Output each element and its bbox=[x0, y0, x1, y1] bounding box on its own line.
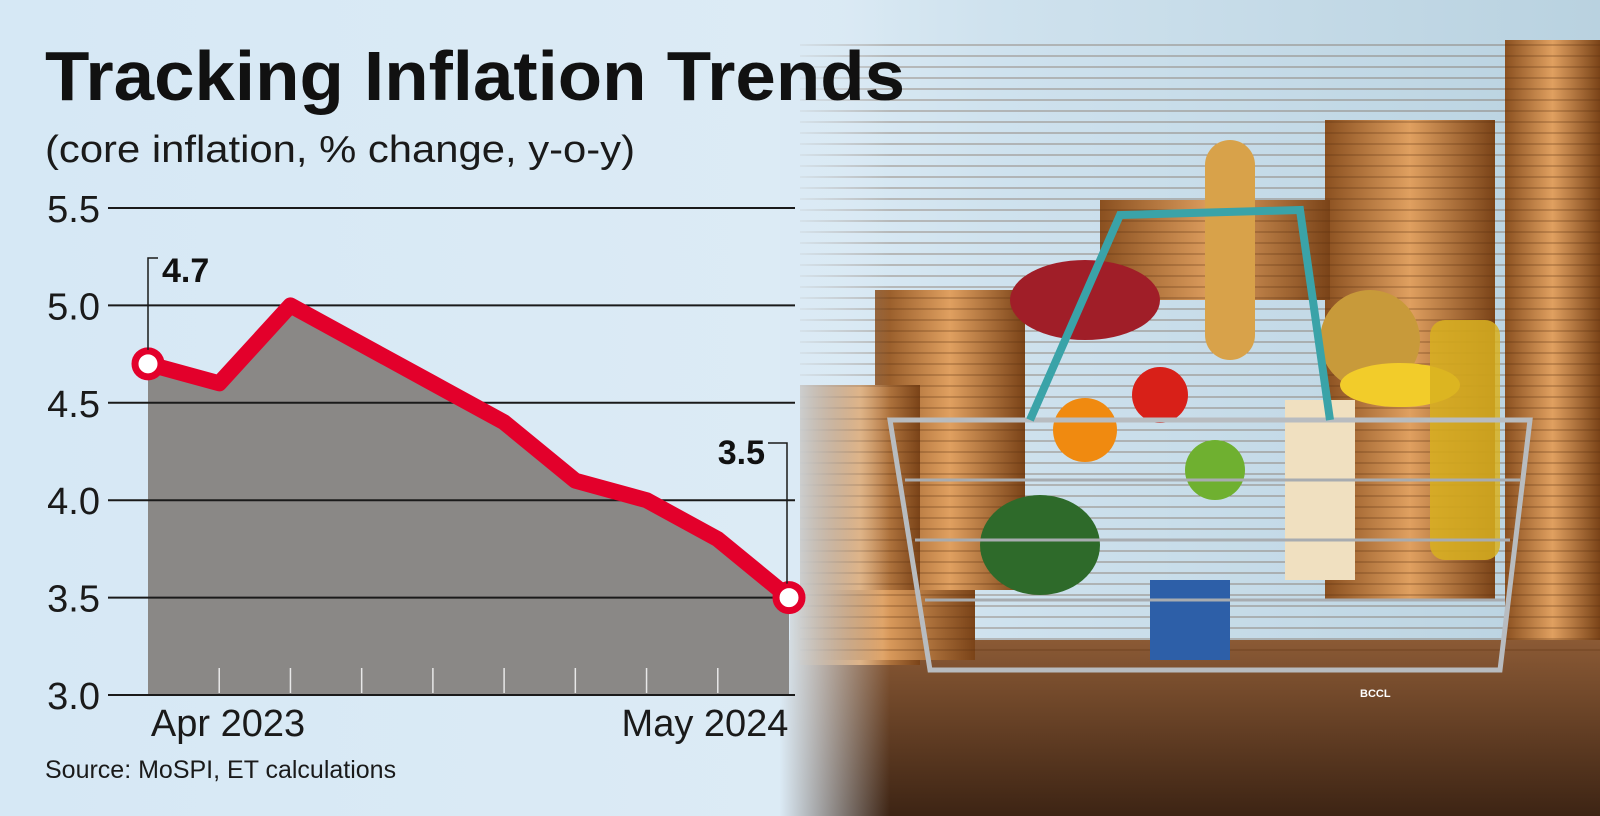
series-line bbox=[145, 297, 795, 604]
chart-title: Tracking Inflation Trends bbox=[45, 37, 905, 115]
start-value-label: 4.7 bbox=[162, 252, 209, 290]
y-tick-label: 5.5 bbox=[47, 189, 100, 231]
y-tick-label: 3.5 bbox=[47, 579, 100, 621]
start-callout-line bbox=[147, 257, 158, 350]
x-label-start: Apr 2023 bbox=[151, 703, 305, 745]
y-tick-label: 3.0 bbox=[47, 676, 100, 718]
y-tick-label: 4.0 bbox=[47, 481, 100, 523]
y-tick-label: 4.5 bbox=[47, 384, 100, 426]
end-value-label: 3.5 bbox=[718, 434, 765, 472]
x-label-end: May 2024 bbox=[622, 703, 789, 745]
y-tick-label: 5.0 bbox=[47, 286, 100, 328]
data-point-marker bbox=[772, 581, 806, 615]
data-point-marker bbox=[131, 347, 165, 381]
chart-subtitle: (core inflation, % change, y-o-y) bbox=[45, 129, 635, 171]
grocery-basket-photo: BCCL bbox=[780, 0, 1600, 816]
photo-credit: BCCL bbox=[1360, 688, 1391, 700]
source-note: Source: MoSPI, ET calculations bbox=[45, 756, 396, 784]
end-callout-line bbox=[768, 442, 788, 584]
